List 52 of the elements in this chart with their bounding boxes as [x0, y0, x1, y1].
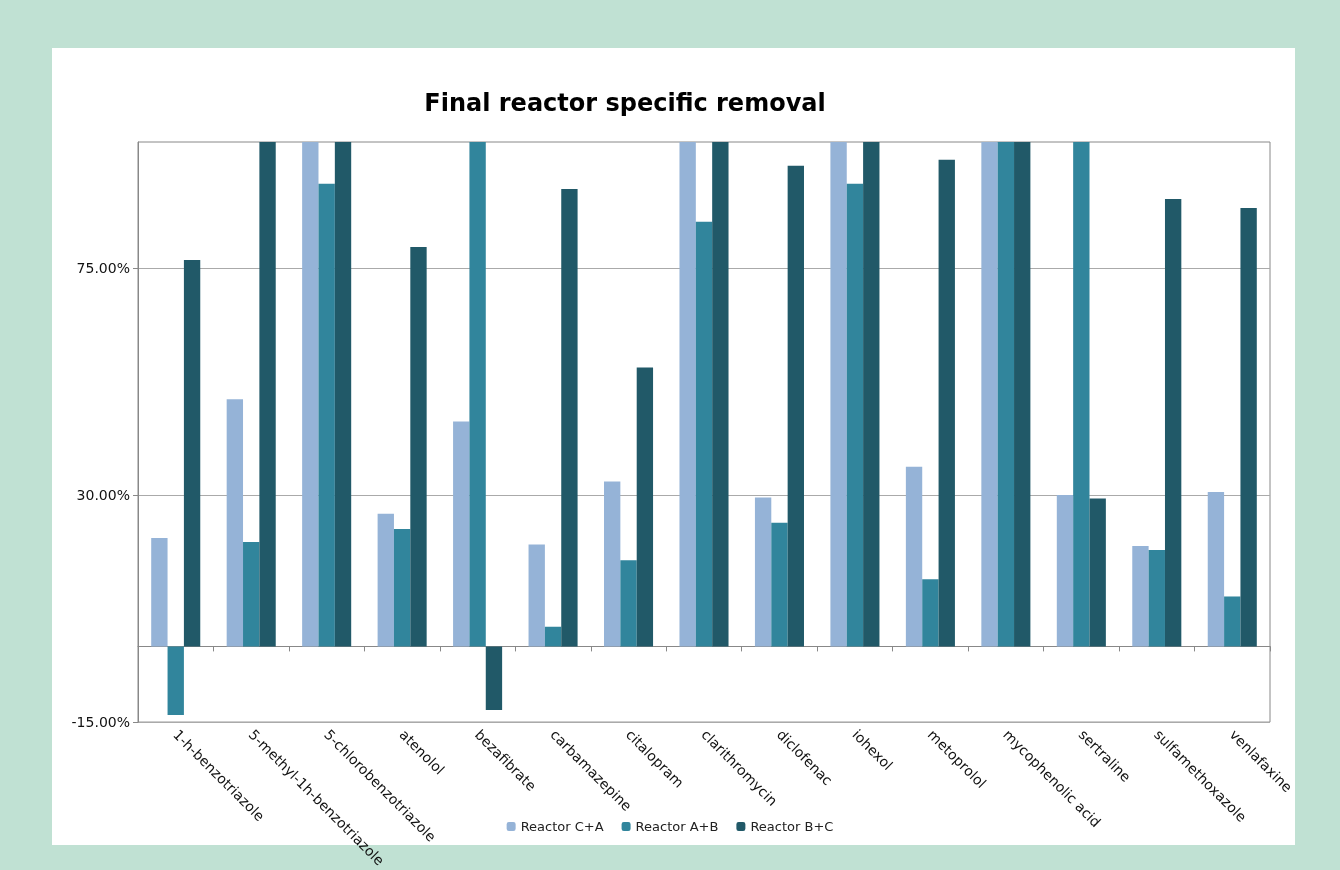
- bar: [830, 142, 847, 647]
- bar: [1224, 596, 1241, 647]
- bar: [183, 260, 201, 647]
- bar: [528, 544, 545, 647]
- bar: [620, 560, 637, 647]
- bar: [981, 142, 998, 647]
- bar: [226, 399, 244, 647]
- bar: [393, 528, 411, 647]
- bar: [863, 142, 880, 647]
- bar: [377, 513, 394, 647]
- bar: [922, 579, 939, 647]
- bar: [771, 522, 788, 647]
- bar: [604, 481, 621, 647]
- legend-label: Reactor C+A: [520, 819, 604, 834]
- y-tick-label: 30.00%: [76, 487, 130, 504]
- legend-label: Reactor B+C: [750, 819, 834, 834]
- bar: [259, 142, 276, 647]
- bar: [410, 246, 427, 647]
- bar: [1089, 498, 1106, 647]
- bar: [167, 646, 184, 716]
- bar: [334, 142, 352, 647]
- bar: [544, 626, 562, 647]
- bar: [905, 466, 923, 647]
- bar: [318, 183, 335, 647]
- y-tick-label: 75.00%: [76, 260, 130, 277]
- bar: [787, 165, 804, 647]
- bar: [1073, 142, 1090, 647]
- bar: [997, 142, 1015, 647]
- bar: [1240, 208, 1257, 647]
- bar: [485, 646, 503, 710]
- bar: [712, 142, 729, 647]
- bar: [469, 142, 486, 647]
- bar: [1132, 546, 1149, 647]
- bar: [1014, 142, 1031, 647]
- bar: [695, 221, 713, 647]
- legend-label: Reactor A+B: [635, 819, 719, 834]
- bar: [938, 159, 955, 647]
- bar: [243, 542, 260, 647]
- bar: [679, 142, 696, 647]
- bar: [302, 142, 319, 647]
- chart-title: Final reactor specific removal: [424, 89, 826, 117]
- y-tick-label: -15.00%: [71, 714, 130, 731]
- bar: [1056, 495, 1074, 647]
- bar: [1207, 492, 1225, 647]
- bar: [636, 367, 654, 647]
- bar: [1164, 199, 1182, 647]
- bar: [754, 497, 772, 647]
- bar: [1148, 550, 1165, 647]
- bar: [151, 537, 168, 647]
- bar: [453, 421, 470, 647]
- bar: [561, 188, 578, 647]
- bar: [846, 183, 864, 647]
